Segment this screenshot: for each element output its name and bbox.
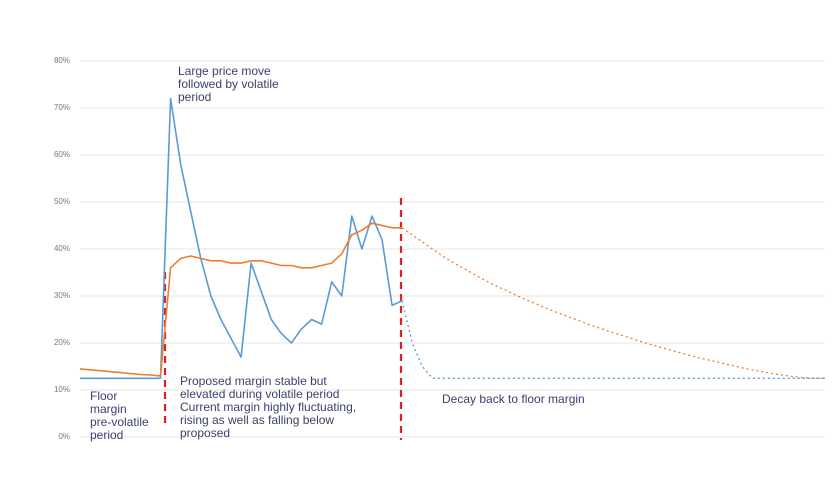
annotation: Large price move [178, 64, 271, 78]
annotation: pre-volatile [90, 415, 149, 429]
y-tick-label: 30% [54, 291, 70, 300]
y-tick-label: 20% [54, 338, 70, 347]
y-tick-label: 0% [58, 432, 70, 441]
annotation: period [90, 428, 123, 442]
annotation: rising as well as falling below [180, 413, 334, 427]
annotation: proposed [180, 426, 230, 440]
y-tick-label: 80% [54, 56, 70, 65]
series-line [79, 222, 403, 377]
series-line [80, 97, 403, 380]
y-tick-label: 60% [54, 150, 70, 159]
annotation: margin [90, 402, 127, 416]
y-tick-label: 10% [54, 385, 70, 394]
projection-line [401, 227, 825, 379]
annotation: Decay back to floor margin [442, 392, 585, 406]
y-tick-label: 70% [54, 103, 70, 112]
annotation: Current margin highly fluctuating, [180, 400, 356, 414]
annotation: period [178, 90, 211, 104]
annotation: followed by volatile [178, 77, 279, 91]
annotation: Proposed margin stable but [180, 374, 327, 388]
annotation: Floor [90, 389, 117, 403]
annotation: elevated during volatile period [180, 387, 339, 401]
y-tick-label: 40% [54, 244, 70, 253]
projection-line [401, 300, 825, 379]
y-tick-label: 50% [54, 197, 70, 206]
